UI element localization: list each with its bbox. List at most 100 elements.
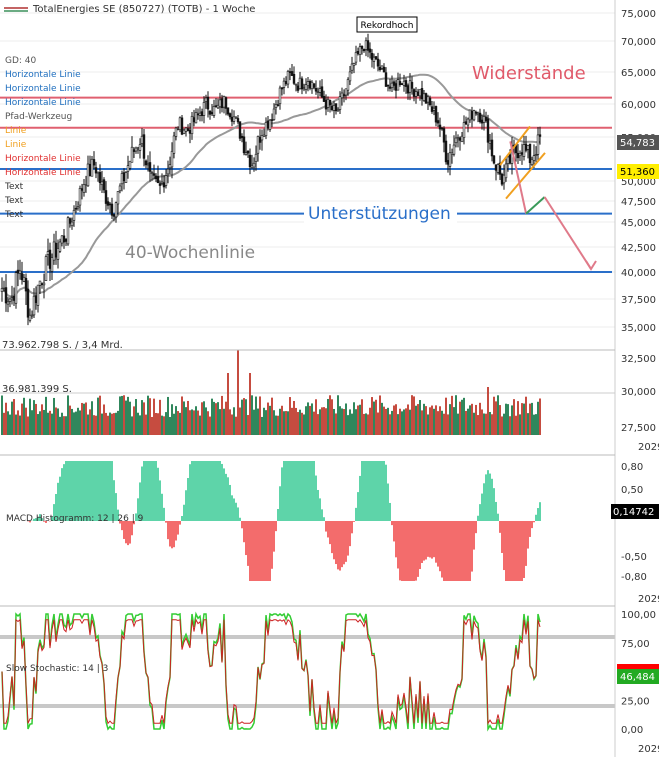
macd-bar (317, 489, 319, 521)
macd-bar (465, 521, 467, 581)
candle-body (500, 173, 504, 185)
macd-bar (407, 521, 409, 581)
volume-bar (331, 399, 333, 435)
macd-bar (197, 461, 199, 521)
macd-bar (241, 521, 243, 529)
candle-body (404, 80, 408, 87)
macd-bar (175, 521, 177, 541)
macd-bar (493, 488, 495, 521)
candle-body (204, 97, 208, 102)
macd-bar (191, 461, 193, 521)
macd-bar (377, 461, 379, 521)
macd-bar (421, 521, 423, 563)
volume-bar (187, 400, 189, 435)
macd-bar (83, 461, 85, 521)
macd-bar (167, 521, 169, 540)
volume-bar (369, 407, 371, 435)
candle-body (32, 295, 36, 316)
candle-body (502, 174, 506, 184)
volume-bar (527, 413, 529, 435)
volume-bar (539, 398, 541, 435)
candle-body (198, 112, 202, 116)
macd-bar (251, 521, 253, 581)
candle-body (0, 288, 4, 292)
volume-bar (93, 415, 95, 435)
volume-bar (229, 409, 231, 435)
volume-bar (313, 411, 315, 435)
candle-body (254, 153, 258, 162)
candle-body (180, 117, 184, 135)
volume-bar (221, 395, 223, 435)
macd-bar (359, 475, 361, 521)
candle-body (84, 184, 88, 186)
candle-body (490, 139, 494, 157)
macd-bar (239, 517, 241, 521)
macd-bar (257, 521, 259, 581)
candle-body (138, 144, 142, 151)
macd-bar (467, 521, 469, 581)
volume-total-label: 73.962.798 S. / 3,4 Mrd. (2, 340, 123, 351)
volume-bar (513, 399, 515, 435)
macd-bar (535, 514, 537, 521)
volume-bar (103, 404, 105, 435)
volume-bar (365, 413, 367, 435)
volume-bar (109, 412, 111, 435)
volume-bar (459, 401, 461, 435)
macd-bar (111, 461, 113, 521)
macd-bar (61, 468, 63, 521)
macd-bar (309, 461, 311, 521)
volume-bar (393, 405, 395, 435)
macd-bar (331, 521, 333, 554)
macd-bar (463, 521, 465, 581)
macd-bar (205, 461, 207, 521)
macd-bar (321, 509, 323, 521)
volume-bar (505, 403, 507, 435)
candle-body (2, 288, 6, 291)
volume-bar (307, 402, 309, 435)
channel-line-upper (499, 125, 531, 166)
stochastic-label: Slow Stochastic: 14 | 3 (6, 664, 108, 674)
candle-body (428, 97, 432, 106)
volume-bar (209, 416, 211, 435)
macd-bar (461, 521, 463, 581)
macd-bar (219, 461, 221, 521)
candle-body (474, 111, 478, 114)
candle-body (396, 79, 400, 91)
volume-bar (301, 412, 303, 435)
candle-body (496, 164, 500, 173)
macd-bar (163, 507, 165, 521)
candle-layer (0, 33, 542, 326)
volume-bar (333, 408, 335, 435)
macd-bar (367, 461, 369, 521)
macd-bar (443, 521, 445, 581)
volume-bar (515, 415, 517, 435)
volume-bar (347, 415, 349, 435)
volume-bar (167, 396, 169, 435)
volume-bar (283, 411, 285, 435)
macd-bar (513, 521, 515, 581)
candle-body (98, 172, 102, 184)
volume-bar (215, 403, 217, 435)
candle-body (400, 83, 404, 86)
volume-bar (105, 412, 107, 435)
volume-bar (423, 403, 425, 435)
volume-bar (387, 407, 389, 435)
volume-bar (25, 407, 27, 435)
candle-body (360, 46, 364, 49)
macd-bar (169, 521, 171, 547)
candle-body (534, 154, 538, 156)
candle-body (442, 128, 446, 143)
candle-body (174, 127, 178, 137)
volume-bar (425, 406, 427, 435)
macd-bar (87, 461, 89, 521)
macd-bar (347, 521, 349, 556)
volume-bar (469, 405, 471, 435)
macd-bar (67, 461, 69, 521)
volume-bar (297, 412, 299, 435)
volume-bar (397, 414, 399, 435)
macd-bar (139, 482, 141, 521)
volume-bar (489, 411, 491, 435)
volume-bar (271, 397, 273, 435)
macd-bar (295, 461, 297, 521)
